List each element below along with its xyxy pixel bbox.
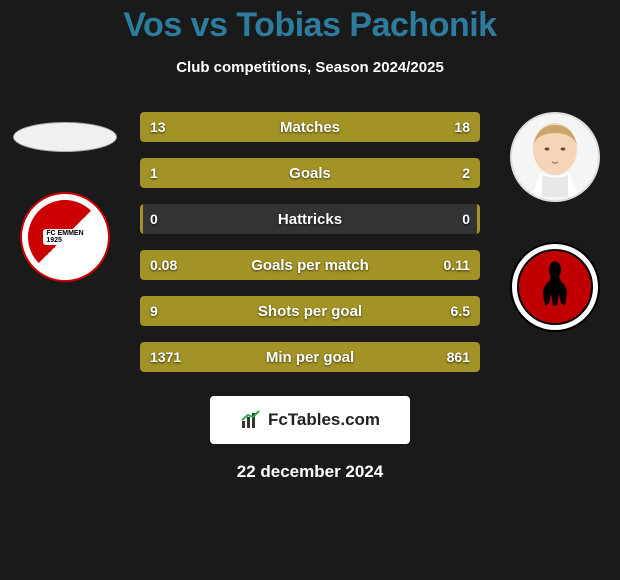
comparison-panel: FC EMMEN1925 (0, 112, 620, 482)
stat-label: Hattricks (140, 204, 480, 234)
stat-row: Shots per goal9 6.5 (140, 296, 480, 326)
stat-row: Min per goal1371 861 (140, 342, 480, 372)
stat-label: Goals (140, 158, 480, 188)
right-player-column (500, 112, 610, 332)
stat-value-right: 6.5 (451, 296, 470, 326)
left-club-badge-text: FC EMMEN1925 (43, 229, 86, 245)
page-title: Vos vs Tobias Pachonik (0, 6, 620, 45)
subtitle: Club competitions, Season 2024/2025 (0, 59, 620, 76)
left-player-avatar (13, 122, 117, 152)
branding-text: FcTables.com (268, 410, 380, 430)
stat-value-left: 0 (150, 204, 158, 234)
stat-value-left: 1371 (150, 342, 181, 372)
stat-label: Matches (140, 112, 480, 142)
left-player-column: FC EMMEN1925 (10, 112, 120, 282)
stat-value-right: 861 (447, 342, 470, 372)
date-label: 22 december 2024 (10, 462, 610, 482)
stats-list: Matches13 18 Goals1 2 Hattricks0 0 Goals per m… (140, 112, 480, 372)
branding-badge: FcTables.com (210, 396, 410, 444)
right-player-avatar (510, 112, 600, 202)
stat-row: Goals1 2 (140, 158, 480, 188)
stat-value-left: 1 (150, 158, 158, 188)
stat-value-left: 0.08 (150, 250, 177, 280)
branding-logo-icon (240, 409, 262, 431)
stat-row: Hattricks0 0 (140, 204, 480, 234)
stat-value-right: 0 (462, 204, 470, 234)
left-club-badge: FC EMMEN1925 (20, 192, 110, 282)
stat-value-right: 2 (462, 158, 470, 188)
stat-label: Min per goal (140, 342, 480, 372)
stat-value-left: 9 (150, 296, 158, 326)
stat-value-left: 13 (150, 112, 166, 142)
stat-label: Goals per match (140, 250, 480, 280)
stat-row: Matches13 18 (140, 112, 480, 142)
right-club-badge (510, 242, 600, 332)
player-face-icon (520, 117, 590, 197)
stat-label: Shots per goal (140, 296, 480, 326)
right-club-silhouette-icon (535, 260, 575, 310)
stat-value-right: 0.11 (444, 250, 470, 280)
stat-row: Goals per match0.08 0.11 (140, 250, 480, 280)
stat-value-right: 18 (454, 112, 470, 142)
